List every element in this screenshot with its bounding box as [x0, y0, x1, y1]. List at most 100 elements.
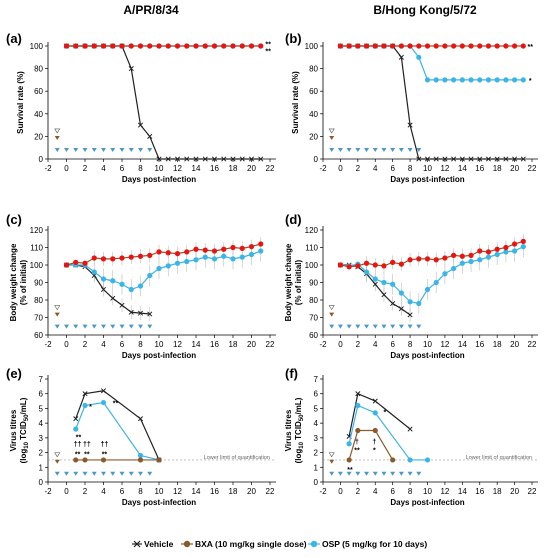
- data-point-vehicle: [211, 156, 218, 162]
- osp-dose-marker-icon: [110, 324, 116, 329]
- osp-dose-marker-icon: [390, 471, 396, 476]
- data-point-bxa: [239, 245, 245, 251]
- series-line-osp: [340, 246, 524, 305]
- data-point-bxa: [211, 248, 218, 254]
- data-point-vehicle: [407, 122, 413, 128]
- data-point-bxa: [442, 43, 448, 49]
- x-tick-label: 16: [475, 164, 484, 173]
- data-point-bxa: [128, 43, 134, 49]
- x-tick-label: 8: [408, 340, 413, 349]
- data-point-bxa: [202, 43, 208, 49]
- data-point-bxa: [128, 254, 134, 260]
- osp-dose-marker-icon: [119, 147, 125, 152]
- data-point-bxa: [520, 43, 526, 49]
- osp-dose-marker-icon: [416, 471, 422, 476]
- data-point-bxa: [433, 257, 439, 263]
- significance-marker: **: [347, 467, 353, 474]
- x-tick-label: -2: [319, 164, 327, 173]
- data-point-bxa: [381, 43, 387, 49]
- data-point-bxa: [424, 43, 431, 49]
- significance-marker: *: [373, 448, 376, 455]
- data-point-bxa: [442, 255, 448, 261]
- data-point-osp: [451, 77, 457, 83]
- x-tick-label: 0: [64, 164, 69, 173]
- x-tick-label: 22: [266, 340, 275, 349]
- y-tick-label: 2: [314, 449, 319, 458]
- osp-dose-marker-icon: [337, 324, 343, 329]
- data-point-bxa: [110, 256, 116, 262]
- data-point-bxa: [119, 255, 125, 261]
- data-point-vehicle: [128, 309, 134, 315]
- left-column-title: A/PR/8/34: [123, 3, 179, 17]
- y-axis-label-sub: 10: [24, 441, 30, 448]
- data-point-osp: [165, 263, 171, 269]
- y-tick-label: 110: [30, 244, 43, 253]
- data-point-bxa: [503, 244, 509, 251]
- data-point-bxa: [248, 244, 255, 250]
- data-point-bxa: [346, 457, 352, 463]
- y-tick-label: 40: [309, 110, 318, 119]
- x-tick-label: 2: [356, 487, 361, 496]
- data-point-bxa: [407, 257, 413, 263]
- osp-dose-marker-icon: [381, 471, 387, 476]
- x-tick-label: 0: [64, 340, 69, 349]
- data-point-osp: [82, 402, 88, 409]
- osp-dose-marker-icon: [390, 324, 396, 329]
- y-tick-label: 2: [39, 449, 44, 458]
- data-point-osp: [100, 399, 107, 406]
- significance-marker: **: [265, 42, 271, 49]
- data-point-vehicle: [407, 312, 413, 318]
- x-tick-label: 4: [373, 487, 378, 496]
- data-point-bxa: [477, 43, 483, 49]
- data-point-vehicle: [372, 398, 378, 404]
- y-tick-label: 6: [314, 390, 319, 399]
- x-tick-label: 0: [338, 340, 343, 349]
- data-point-bxa: [230, 43, 236, 49]
- data-point-osp: [485, 254, 492, 260]
- data-point-osp: [147, 272, 153, 279]
- x-tick-label: 20: [247, 164, 256, 173]
- x-tick-label: 20: [247, 487, 256, 496]
- x-tick-label: 10: [155, 487, 164, 496]
- osp-dose-marker-icon: [329, 471, 335, 476]
- osp-dose-marker-icon: [346, 471, 352, 476]
- data-point-bxa: [156, 249, 162, 255]
- x-tick-label: 10: [155, 340, 164, 349]
- x-tick-label: 18: [493, 164, 502, 173]
- data-point-bxa: [230, 244, 236, 251]
- x-tick-label: 10: [423, 487, 432, 496]
- data-point-bxa: [110, 43, 116, 49]
- data-point-bxa: [459, 253, 465, 259]
- data-point-bxa: [494, 43, 500, 49]
- y-tick-label: 20: [34, 132, 43, 141]
- data-point-bxa: [407, 43, 413, 49]
- data-point-vehicle: [239, 156, 245, 162]
- data-point-osp: [230, 256, 236, 262]
- panel-label: (d): [285, 212, 302, 227]
- x-axis-label: Days post-infection: [390, 351, 464, 360]
- data-point-bxa: [100, 457, 107, 463]
- bxa-dose-marker-icon: [54, 459, 60, 464]
- data-point-bxa: [459, 43, 465, 49]
- y-axis-label: Virus titres(log10 TCID50/mL): [284, 397, 305, 463]
- x-tick-label: 12: [440, 164, 449, 173]
- significance-marker: **: [84, 451, 90, 458]
- data-point-vehicle: [202, 156, 208, 162]
- y-tick-label: 120: [30, 226, 44, 235]
- x-tick-label: 20: [510, 164, 519, 173]
- data-point-bxa: [100, 256, 107, 262]
- data-point-osp: [390, 281, 396, 287]
- osp-dose-marker-icon: [82, 324, 88, 329]
- data-point-vehicle: [442, 156, 448, 162]
- significance-marker: *: [383, 409, 386, 416]
- osp-dose-marker-icon: [91, 471, 97, 476]
- data-point-bxa: [63, 43, 70, 49]
- data-point-vehicle: [390, 300, 396, 307]
- y-axis-label-line: TCID: [294, 421, 303, 442]
- data-point-bxa: [390, 259, 396, 265]
- significance-marker: **: [75, 451, 81, 458]
- y-tick-label: 7: [314, 375, 319, 384]
- x-tick-label: 22: [266, 164, 275, 173]
- x-tick-label: 6: [390, 487, 395, 496]
